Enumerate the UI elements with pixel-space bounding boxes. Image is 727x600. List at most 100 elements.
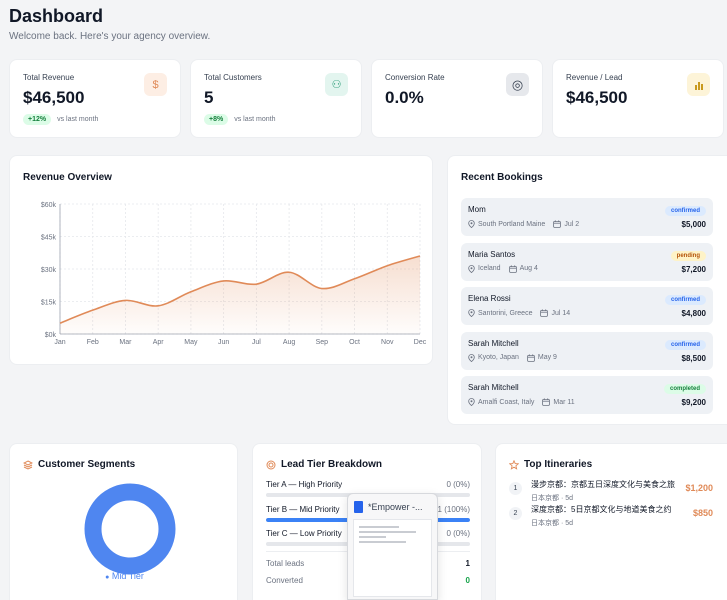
itinerary-item[interactable]: 2 深度京都：5日京都文化与地道美食之约 日本京都 · 5d $850 (509, 504, 713, 528)
popup-title-text: *Empower -... (368, 502, 423, 512)
itinerary-title: 深度京都：5日京都文化与地道美食之约 (531, 505, 672, 514)
booking-date-text: Aug 4 (519, 265, 538, 272)
location-pin-icon (468, 398, 475, 406)
status-badge: pending (670, 250, 706, 261)
itinerary-price: $850 (692, 508, 713, 518)
stat-label: Conversion Rate (385, 73, 445, 82)
booking-item[interactable]: Mom South Portland Maine Jul 2 confirmed $5,… (461, 198, 713, 236)
stat-card-revenue-per-lead: Revenue / Lead $46,500 (552, 59, 724, 138)
booking-name: Maria Santos (468, 249, 516, 259)
card-title: Recent Bookings (461, 172, 543, 183)
calendar-icon (553, 220, 562, 228)
segments-donut (84, 483, 176, 575)
card-title: Lead Tier Breakdown (266, 459, 382, 470)
card-title: Customer Segments (23, 459, 135, 470)
itinerary-subtitle: 日本京都 · 5d (531, 520, 574, 527)
trend-pill: +12% (23, 114, 52, 125)
card-title-text: Customer Segments (38, 459, 136, 470)
stat-label: Total Revenue (23, 73, 75, 82)
converted-value: 0 (465, 576, 470, 585)
card-title-text: Top Itineraries (524, 459, 593, 470)
total-leads-label: Total leads (266, 559, 305, 568)
tier-label: Tier C — Low Priority (266, 529, 342, 538)
tier-count: 0 (0%) (446, 529, 470, 538)
bar-chart-icon (687, 73, 710, 96)
booking-date: May 9 (527, 353, 557, 362)
itinerary-rank: 2 (509, 507, 522, 520)
booking-location-text: Kyoto, Japan (478, 354, 519, 361)
booking-meta: South Portland Maine Jul 2 (468, 220, 706, 228)
revenue-line (59, 255, 421, 324)
top-itineraries-card: Top Itineraries 1 漫步京都：京都五日深度文化与美食之旅 日本京都 … (495, 443, 727, 600)
booking-item[interactable]: Sarah Mitchell Amalfi Coast, Italy Mar 11 c… (461, 376, 713, 414)
stat-label: Revenue / Lead (566, 73, 623, 82)
x-tick-label: Dec (414, 339, 427, 346)
booking-date: Mar 11 (542, 398, 575, 406)
users-icon: ⚇ (325, 73, 348, 96)
total-leads-value: 1 (465, 559, 470, 568)
stat-card-total-customers: Total Customers 5 +8% vs last month ⚇ (190, 59, 362, 138)
booking-date-text: Jul 14 (551, 309, 571, 317)
calendar-icon (527, 353, 535, 362)
stat-trend: +12% vs last month (23, 114, 167, 125)
x-tick-label: Jan (54, 339, 65, 346)
revenue-chart: $0k $15k $30k $45k $60k Jan Feb Mar Apr May Jun Jul… (41, 202, 427, 346)
booking-item[interactable]: Maria Santos Iceland Aug 4 pending $7,200 (461, 242, 713, 281)
x-tick-label: Nov (381, 339, 394, 346)
stat-label: Total Customers (204, 73, 262, 82)
booking-location: South Portland Maine (468, 220, 545, 228)
booking-item[interactable]: Sarah Mitchell Kyoto, Japan May 9 confirmed… (461, 331, 713, 370)
total-leads-row: Total leads 1 (266, 559, 470, 568)
layers-icon (23, 459, 33, 470)
y-tick-label: $60k (41, 202, 57, 209)
booking-date-text: Jul 2 (564, 220, 580, 228)
booking-item[interactable]: Elena Rossi Santorini, Greece Jul 14 confir… (461, 287, 713, 325)
converted-row: Converted 0 (266, 576, 470, 585)
x-tick-label: Feb (87, 339, 99, 346)
booking-amount: $7,200 (681, 264, 706, 274)
calendar-icon (508, 264, 517, 273)
booking-amount: $8,500 (681, 353, 706, 363)
legend-label: Mid Tier (111, 571, 144, 581)
taskbar-preview-popup[interactable]: *Empower -... (347, 493, 438, 600)
x-tick-label: Aug (283, 339, 296, 346)
location-pin-icon (468, 264, 475, 273)
x-tick-label: Jul (252, 339, 261, 346)
itinerary-price: $1,200 (685, 483, 713, 493)
booking-location-text: South Portland Maine (478, 220, 546, 228)
x-tick-label: Oct (349, 339, 360, 346)
booking-date-text: May 9 (537, 354, 557, 361)
tier-label: Tier A — High Priority (266, 480, 343, 489)
stat-value: $46,500 (566, 88, 628, 107)
booking-amount: $4,800 (681, 309, 706, 318)
booking-date: Jul 2 (553, 220, 579, 228)
booking-location: Santorini, Greece (468, 309, 532, 317)
booking-name: Sarah Mitchell (468, 338, 519, 348)
booking-location-text: Iceland (478, 265, 501, 272)
booking-name: Elena Rossi (468, 294, 511, 303)
booking-meta: Iceland Aug 4 (468, 264, 706, 273)
booking-location-text: Santorini, Greece (478, 309, 533, 317)
donut-slice-mid-tier (84, 483, 176, 575)
stat-value: 0.0% (385, 88, 424, 107)
itinerary-item[interactable]: 1 漫步京都：京都五日深度文化与美食之旅 日本京都 · 5d $1,200 (509, 479, 713, 503)
itinerary-title: 漫步京都：京都五日深度文化与美食之旅 (531, 480, 675, 489)
location-pin-icon (468, 353, 475, 362)
calendar-icon (540, 309, 549, 317)
status-badge: confirmed (664, 295, 706, 305)
target-icon (266, 460, 276, 469)
y-tick-label: $30k (41, 267, 57, 274)
tier-count: 0 (0%) (446, 480, 470, 489)
x-tick-label: Mar (119, 339, 132, 346)
booking-location: Iceland (468, 264, 501, 273)
revenue-overview-card: Revenue Overview $0k $15k $30k $45k $60k Jan F… (9, 155, 433, 365)
booking-meta: Amalfi Coast, Italy Mar 11 (468, 398, 706, 406)
card-title: Top Itineraries (509, 459, 592, 470)
booking-amount: $5,000 (681, 220, 706, 229)
y-tick-label: $0k (45, 332, 57, 339)
status-badge: confirmed (664, 339, 706, 350)
booking-amount: $9,200 (681, 398, 706, 407)
popup-thumbnail[interactable] (353, 519, 432, 597)
booking-name: Mom (468, 205, 486, 214)
booking-location: Kyoto, Japan (468, 353, 519, 362)
